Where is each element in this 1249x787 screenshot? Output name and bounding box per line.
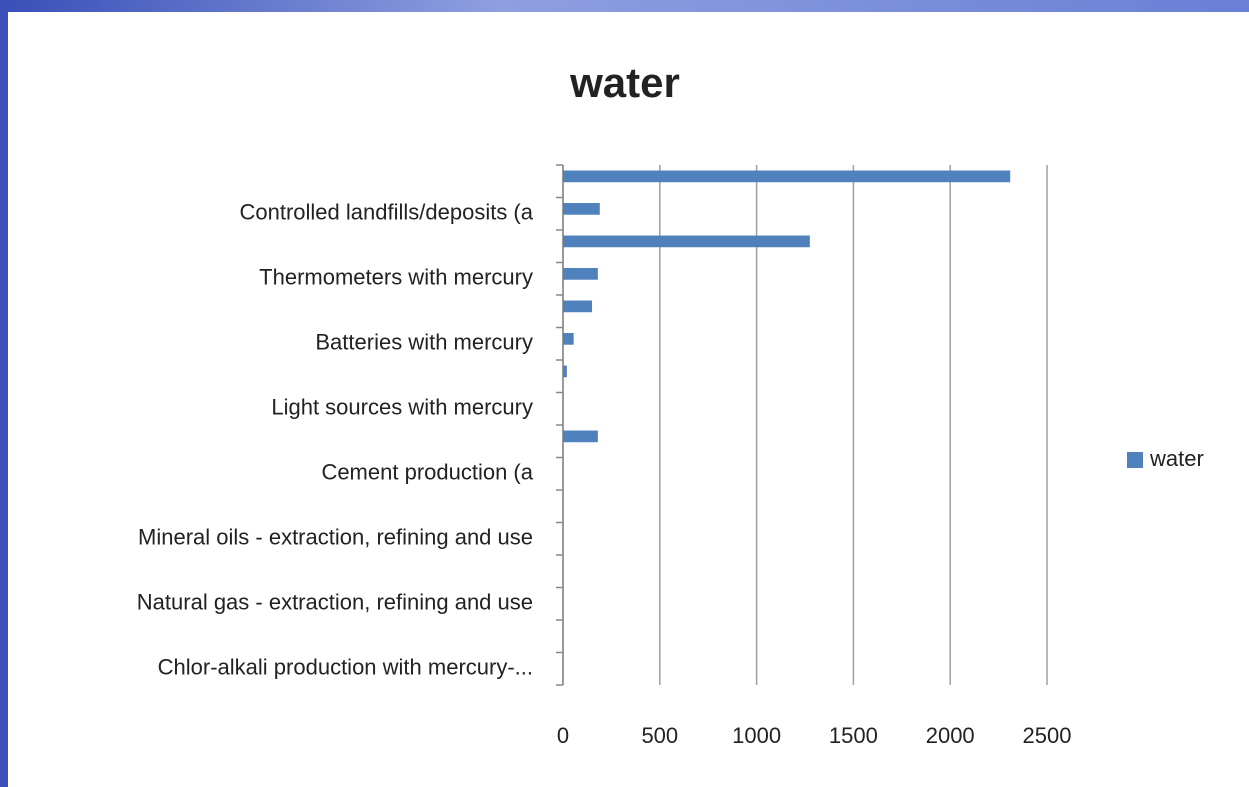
bar [563,430,598,443]
y-tick-label: Chlor-alkali production with mercury-... [158,655,533,680]
x-tick-label: 500 [641,723,678,748]
x-tick-label: 2500 [1023,723,1072,748]
bar [563,300,593,313]
chart-title: water [569,59,680,106]
x-tick-label: 0 [557,723,569,748]
x-tick-label: 1000 [732,723,781,748]
bar [563,365,567,378]
y-tick-label: Thermometers with mercury [259,265,533,290]
legend-label: water [1149,446,1204,471]
y-tick-label: Cement production (a [321,460,533,485]
legend-swatch [1127,452,1143,468]
bar [563,170,1011,183]
x-tick-label: 2000 [926,723,975,748]
bar [563,235,810,248]
y-tick-label: Controlled landfills/deposits (a [240,200,534,225]
bar [563,203,600,215]
y-tick-label: Batteries with mercury [315,330,533,355]
bar [563,268,598,280]
slide [8,12,1249,787]
bar [563,333,574,345]
y-tick-label: Natural gas - extraction, refining and u… [137,590,533,615]
y-tick-label: Light sources with mercury [271,395,533,420]
y-tick-label: Mineral oils - extraction, refining and … [138,525,533,550]
x-tick-label: 1500 [829,723,878,748]
